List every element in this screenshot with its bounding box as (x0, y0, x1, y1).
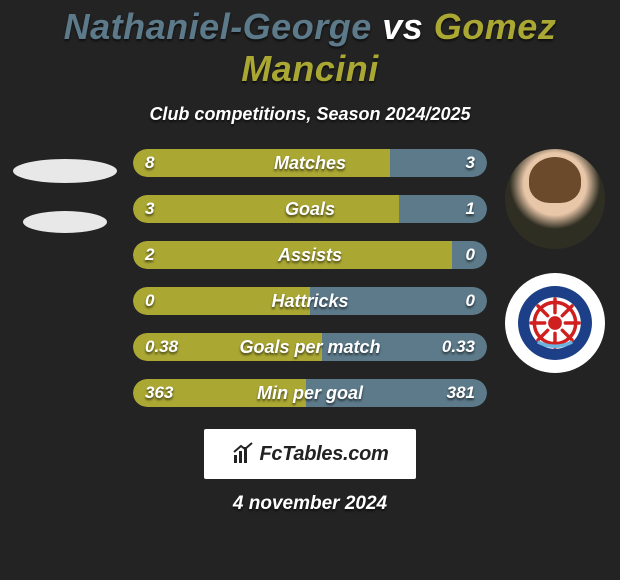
left-column (8, 149, 122, 233)
stat-value-right: 1 (466, 195, 475, 223)
player-left-name: Nathaniel-George (64, 6, 372, 47)
stat-seg-left (133, 241, 452, 269)
club-crest-icon (512, 280, 598, 366)
stat-value-right: 0 (466, 241, 475, 269)
stat-row: 00Hattricks (133, 287, 487, 315)
date-text: 4 november 2024 (0, 493, 620, 515)
source-badge: FcTables.com (204, 429, 416, 479)
source-label: FcTables.com (259, 443, 388, 466)
stat-value-left: 8 (145, 149, 154, 177)
player-left-club-logo (23, 211, 107, 233)
stat-value-right: 0 (466, 287, 475, 315)
stat-row: 83Matches (133, 149, 487, 177)
source-logo-icon (231, 442, 255, 466)
stat-seg-left (133, 287, 310, 315)
stat-value-right: 381 (447, 379, 475, 407)
player-right-avatar (505, 149, 605, 249)
stat-value-left: 0.38 (145, 333, 178, 361)
stat-row: 20Assists (133, 241, 487, 269)
subtitle: Club competitions, Season 2024/2025 (0, 104, 620, 125)
stat-value-left: 363 (145, 379, 173, 407)
stat-seg-left (133, 195, 399, 223)
stat-row: 31Goals (133, 195, 487, 223)
stat-value-right: 3 (466, 149, 475, 177)
stat-value-right: 0.33 (442, 333, 475, 361)
right-column (498, 149, 612, 373)
player-left-avatar (13, 159, 117, 183)
stat-row: 0.380.33Goals per match (133, 333, 487, 361)
stat-row: 363381Min per goal (133, 379, 487, 407)
stat-value-left: 0 (145, 287, 154, 315)
player-right-club-logo (505, 273, 605, 373)
vs-text: vs (382, 6, 423, 47)
stat-bars: 83Matches31Goals20Assists00Hattricks0.38… (133, 149, 487, 407)
stat-seg-left (133, 149, 390, 177)
stat-value-left: 3 (145, 195, 154, 223)
body-area: 83Matches31Goals20Assists00Hattricks0.38… (0, 149, 620, 407)
page-title: Nathaniel-George vs Gomez Mancini (0, 0, 620, 90)
stat-value-left: 2 (145, 241, 154, 269)
stat-seg-right (310, 287, 487, 315)
